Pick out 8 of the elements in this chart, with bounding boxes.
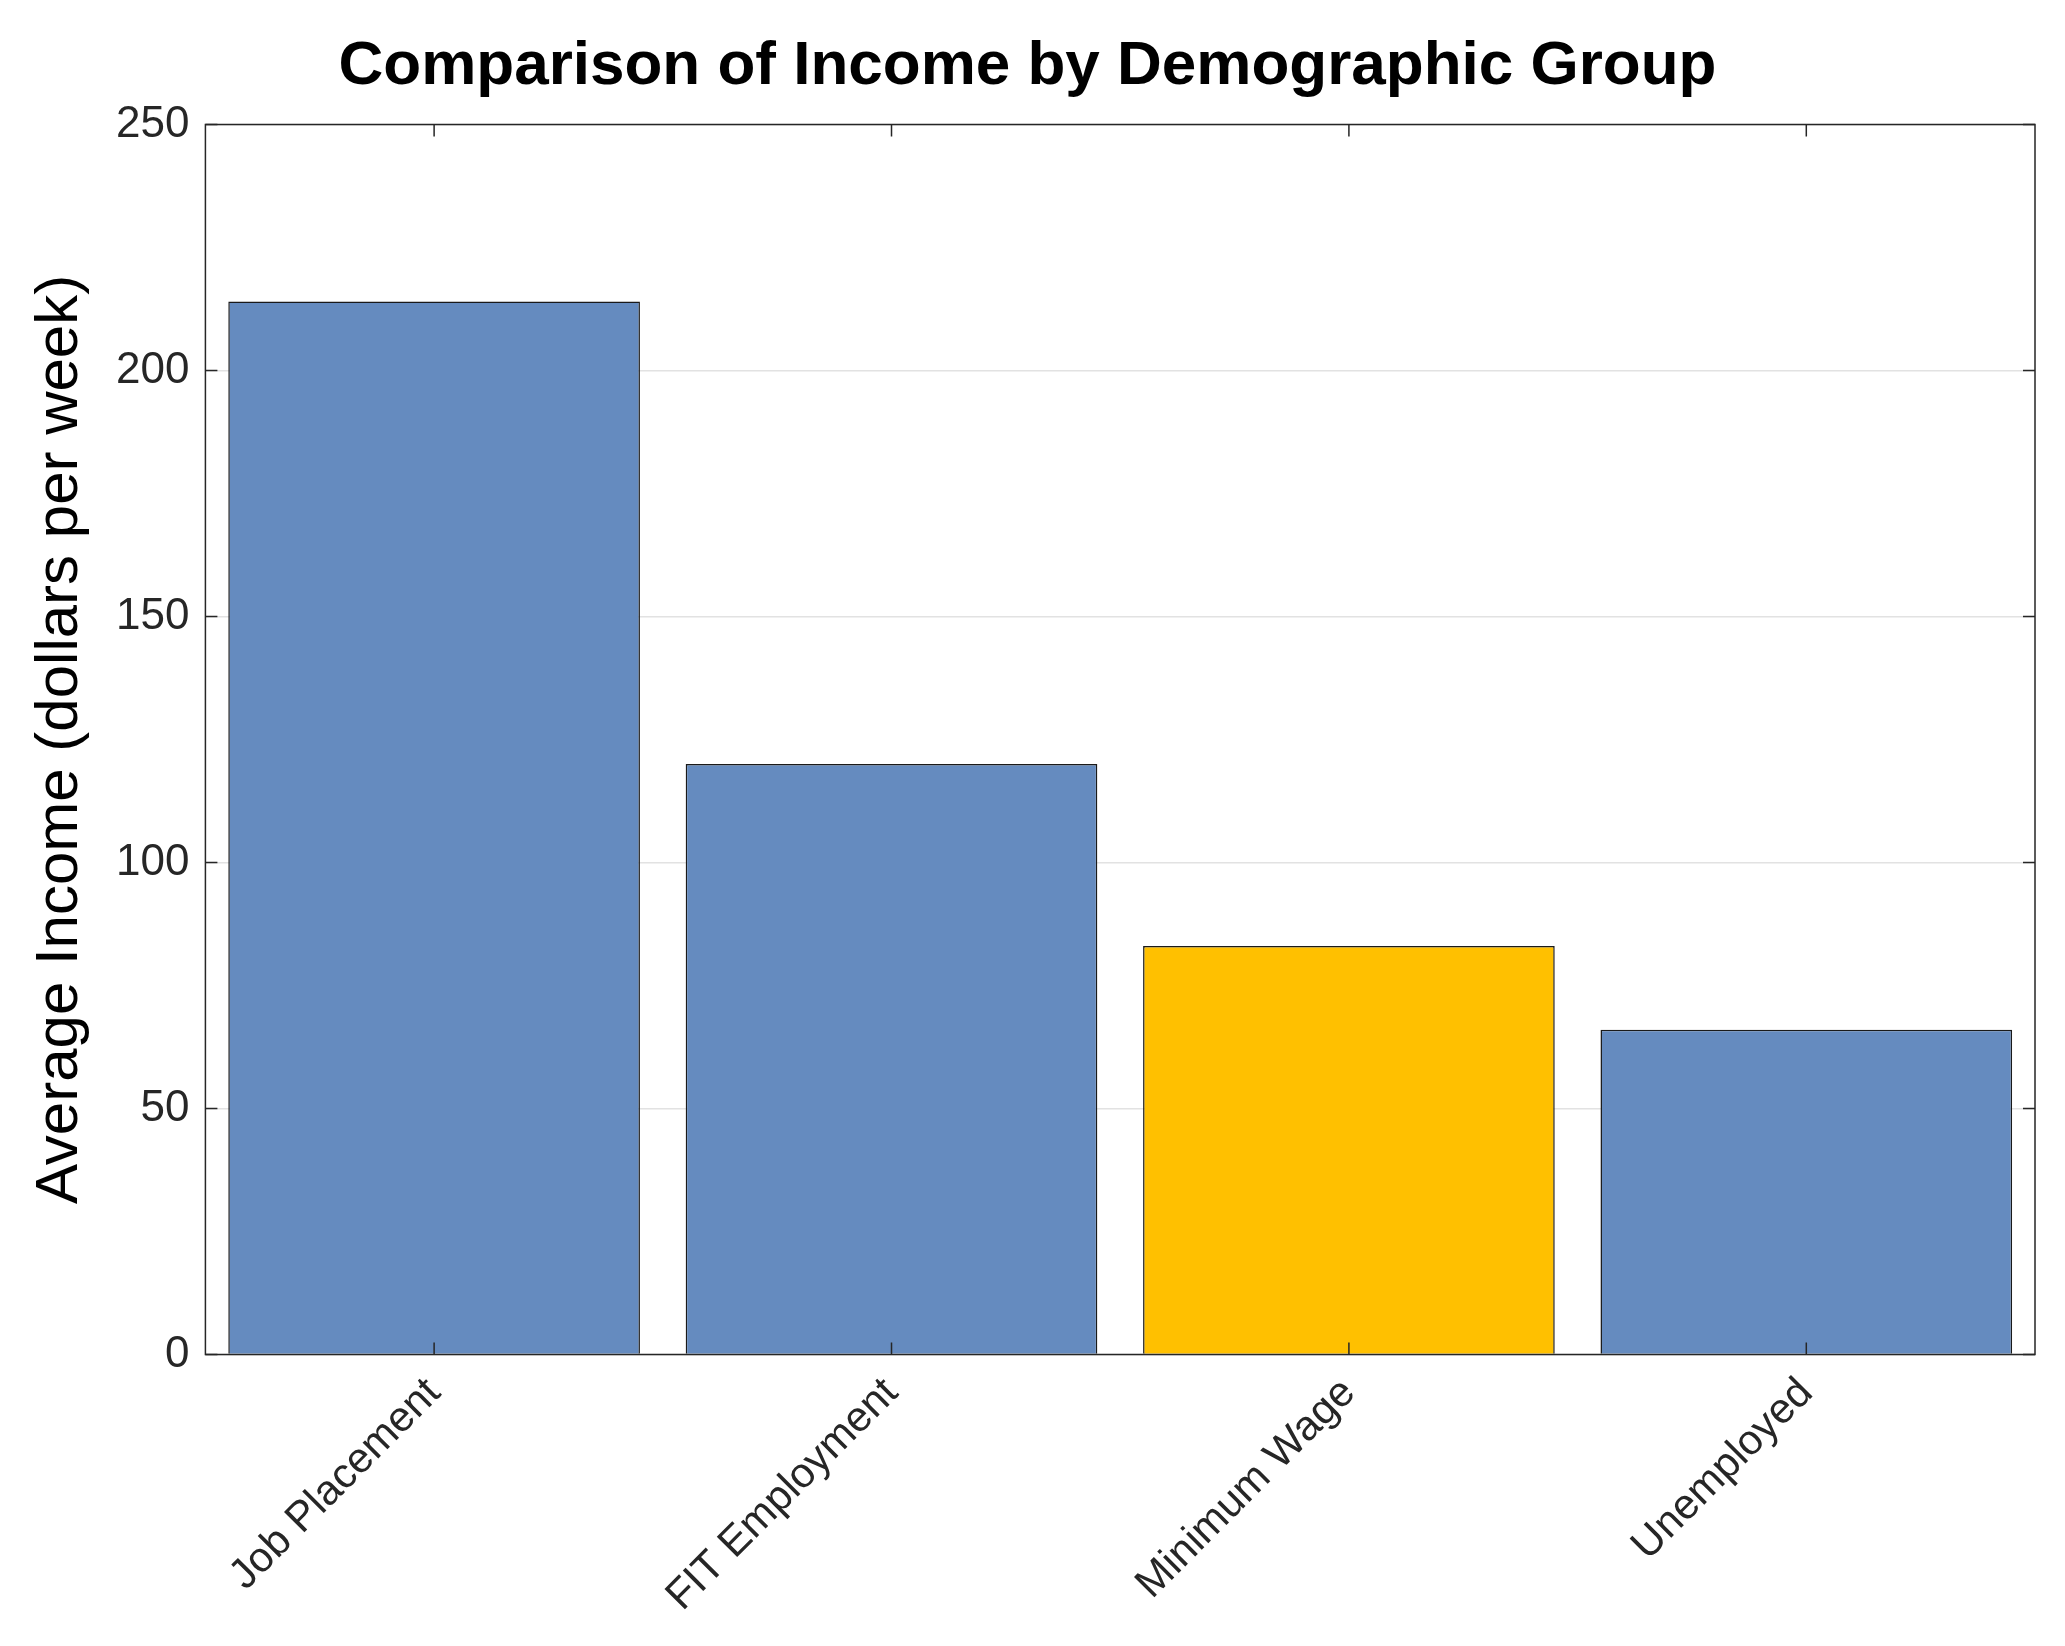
y-tick-label: 250 xyxy=(115,96,190,146)
chart-title: Comparison of Income by Demographic Group xyxy=(338,28,1717,98)
y-tick-label: 100 xyxy=(115,834,190,884)
y-tick-label: 150 xyxy=(115,588,190,638)
y-tick-label: 200 xyxy=(115,342,190,392)
y-tick-label: 0 xyxy=(164,1326,190,1376)
y-tick-label: 50 xyxy=(140,1080,190,1130)
y-axis-title: Average Income (dollars per week) xyxy=(22,274,90,1205)
